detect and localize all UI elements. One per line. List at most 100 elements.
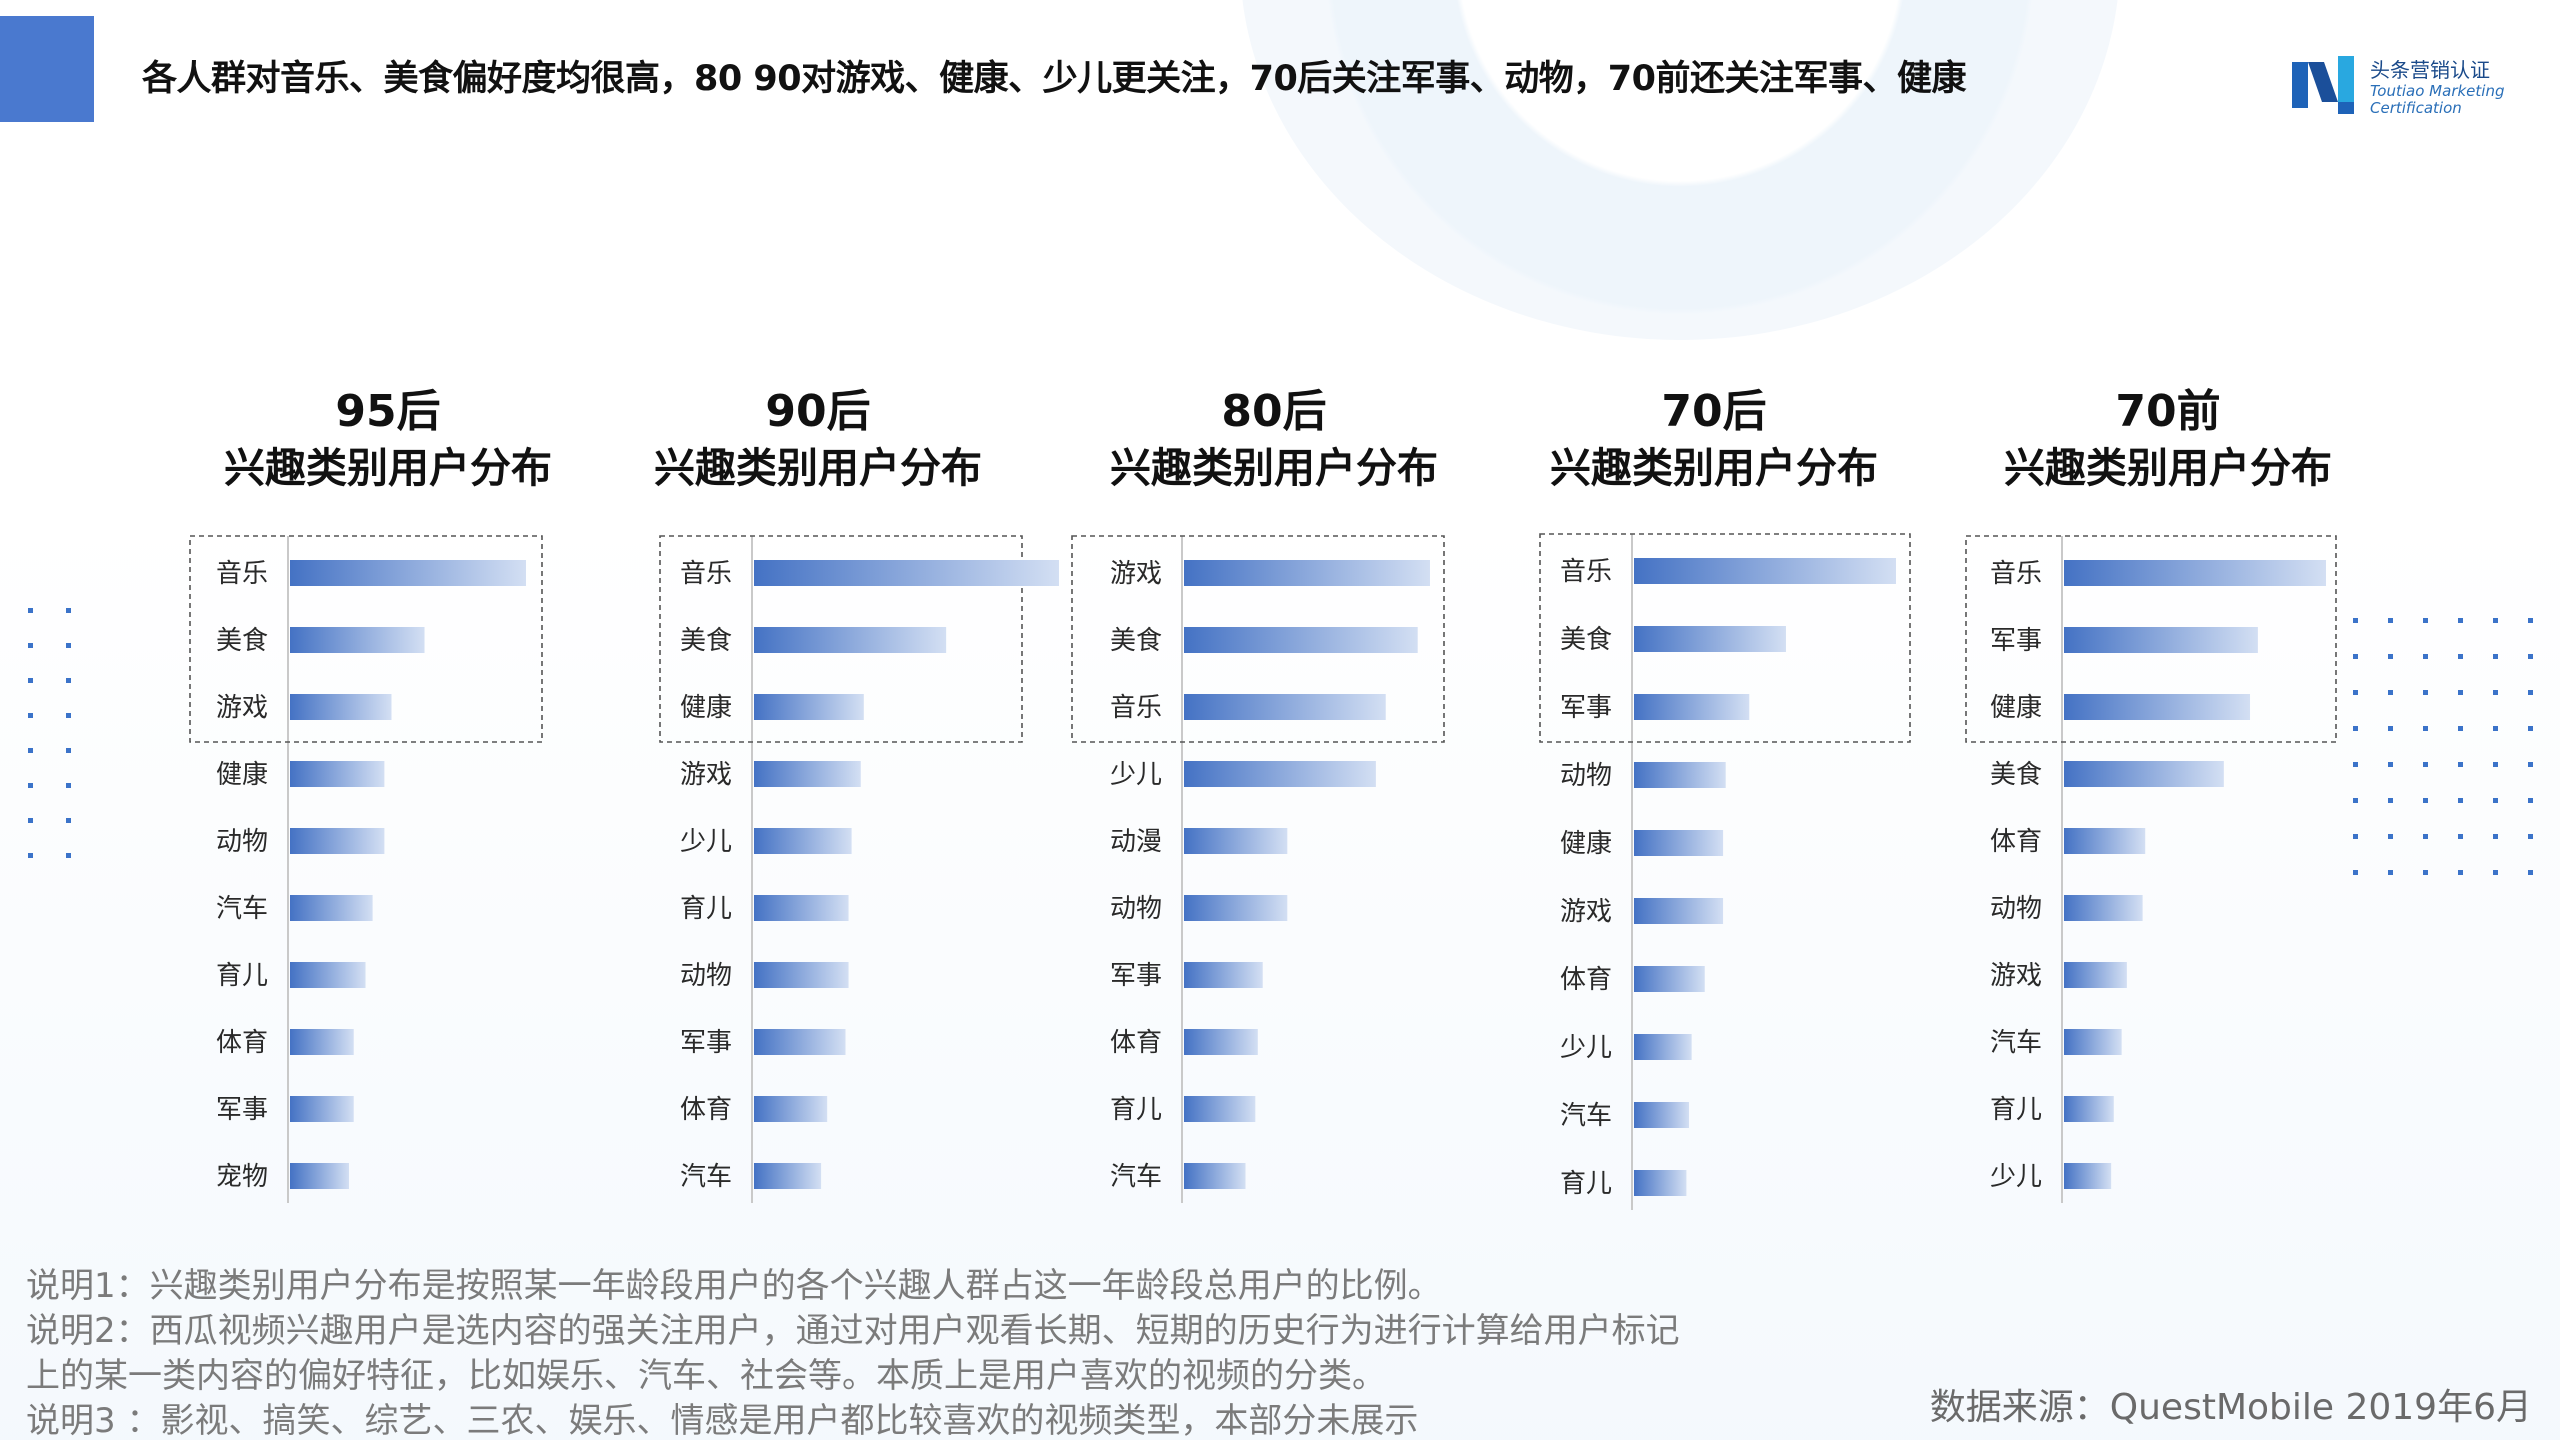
- category-label: 游戏: [680, 760, 732, 790]
- chart-title-line2: 兴趣类别用户分布: [2004, 444, 2332, 492]
- dot: [2388, 654, 2393, 659]
- dot: [2353, 618, 2358, 623]
- category-label: 汽车: [680, 1162, 732, 1192]
- dot: [66, 713, 71, 718]
- bar: [1184, 1029, 1258, 1055]
- dot: [2493, 762, 2498, 767]
- dot: [2493, 834, 2498, 839]
- dot: [2458, 870, 2463, 875]
- dot: [28, 678, 33, 683]
- category-label: 育儿: [216, 961, 268, 991]
- category-label: 音乐: [1560, 557, 1612, 587]
- category-label: 育儿: [1990, 1095, 2042, 1125]
- dot: [2528, 690, 2533, 695]
- logo-name-en-1: Toutiao Marketing: [2370, 82, 2505, 100]
- category-label: 体育: [216, 1028, 268, 1058]
- data-source: 数据来源：QuestMobile 2019年6月: [1929, 1387, 2532, 1428]
- category-label: 体育: [680, 1095, 732, 1125]
- bar: [2064, 627, 2258, 653]
- dot: [2458, 654, 2463, 659]
- category-label: 少儿: [1110, 760, 1162, 790]
- bar: [290, 895, 373, 921]
- dot: [2423, 762, 2428, 767]
- dot: [2493, 654, 2498, 659]
- dot: [2423, 690, 2428, 695]
- dot: [2528, 870, 2533, 875]
- bar: [1184, 895, 1288, 921]
- dot: [2528, 834, 2533, 839]
- bar: [290, 694, 392, 720]
- bar: [290, 962, 366, 988]
- dot: [2423, 834, 2428, 839]
- category-label: 军事: [1990, 626, 2042, 656]
- bar: [2064, 761, 2224, 787]
- dot: [2493, 870, 2498, 875]
- dot: [2423, 798, 2428, 803]
- dot: [2388, 762, 2393, 767]
- dot: [2388, 690, 2393, 695]
- chart-title-line1: 95后: [335, 386, 441, 437]
- category-label: 游戏: [1110, 559, 1162, 589]
- bar: [1634, 830, 1724, 856]
- top3-highlight-box: [189, 535, 543, 743]
- accent-block: [0, 16, 94, 122]
- bar: [1184, 1163, 1246, 1189]
- category-label: 宠物: [216, 1162, 268, 1192]
- dot: [2458, 690, 2463, 695]
- category-label: 健康: [680, 693, 732, 723]
- category-label: 汽车: [1990, 1028, 2042, 1058]
- dot: [2423, 654, 2428, 659]
- dot: [66, 643, 71, 648]
- top3-highlight-box: [1965, 535, 2337, 743]
- category-label: 美食: [1560, 625, 1612, 655]
- bar: [2064, 1029, 2122, 1055]
- bar: [2064, 694, 2251, 720]
- chart-title-line2: 兴趣类别用户分布: [1550, 444, 1878, 492]
- dot: [2493, 690, 2498, 695]
- dot: [2423, 618, 2428, 623]
- top3-highlight-box: [1539, 533, 1911, 743]
- chart-title-line2: 兴趣类别用户分布: [654, 444, 982, 492]
- category-label: 音乐: [1110, 693, 1162, 723]
- bar: [2064, 560, 2326, 586]
- category-label: 健康: [1990, 693, 2042, 723]
- bar: [754, 761, 861, 787]
- category-label: 体育: [1560, 965, 1612, 995]
- category-label: 军事: [216, 1095, 268, 1125]
- bar: [1184, 761, 1376, 787]
- bar: [1184, 560, 1430, 586]
- category-label: 游戏: [1990, 961, 2042, 991]
- dot: [28, 818, 33, 823]
- category-label: 少儿: [1990, 1162, 2042, 1192]
- dot: [28, 713, 33, 718]
- bar: [1184, 828, 1288, 854]
- category-label: 美食: [680, 626, 732, 656]
- bar: [290, 1096, 354, 1122]
- dot: [2353, 798, 2358, 803]
- dot: [2353, 762, 2358, 767]
- bar: [754, 895, 849, 921]
- bar: [1184, 694, 1386, 720]
- bar: [2064, 1163, 2112, 1189]
- bar: [1634, 762, 1726, 788]
- bar: [754, 828, 852, 854]
- page-title: 各人群对音乐、美食偏好度均很高，80 90对游戏、健康、少儿更关注，70后关注军…: [142, 59, 1967, 99]
- chart-title-line2: 兴趣类别用户分布: [1110, 444, 1438, 492]
- dot: [2458, 618, 2463, 623]
- note-2: 说明2：西瓜视频兴趣用户是选内容的强关注用户，通过对用户观看长期、短期的历史行为…: [26, 1311, 1680, 1351]
- dot: [28, 853, 33, 858]
- dot: [2528, 654, 2533, 659]
- category-label: 体育: [1110, 1028, 1162, 1058]
- bar: [1634, 1034, 1692, 1060]
- dot: [2458, 834, 2463, 839]
- bar: [290, 627, 425, 653]
- bar: [290, 560, 526, 586]
- dot: [2528, 798, 2533, 803]
- chart-title-line1: 70后: [1661, 386, 1767, 437]
- category-label: 动物: [1560, 761, 1612, 791]
- bar: [2064, 895, 2143, 921]
- category-label: 音乐: [680, 559, 732, 589]
- chart-title-80: 80后 兴趣类别用户分布: [1064, 384, 1484, 496]
